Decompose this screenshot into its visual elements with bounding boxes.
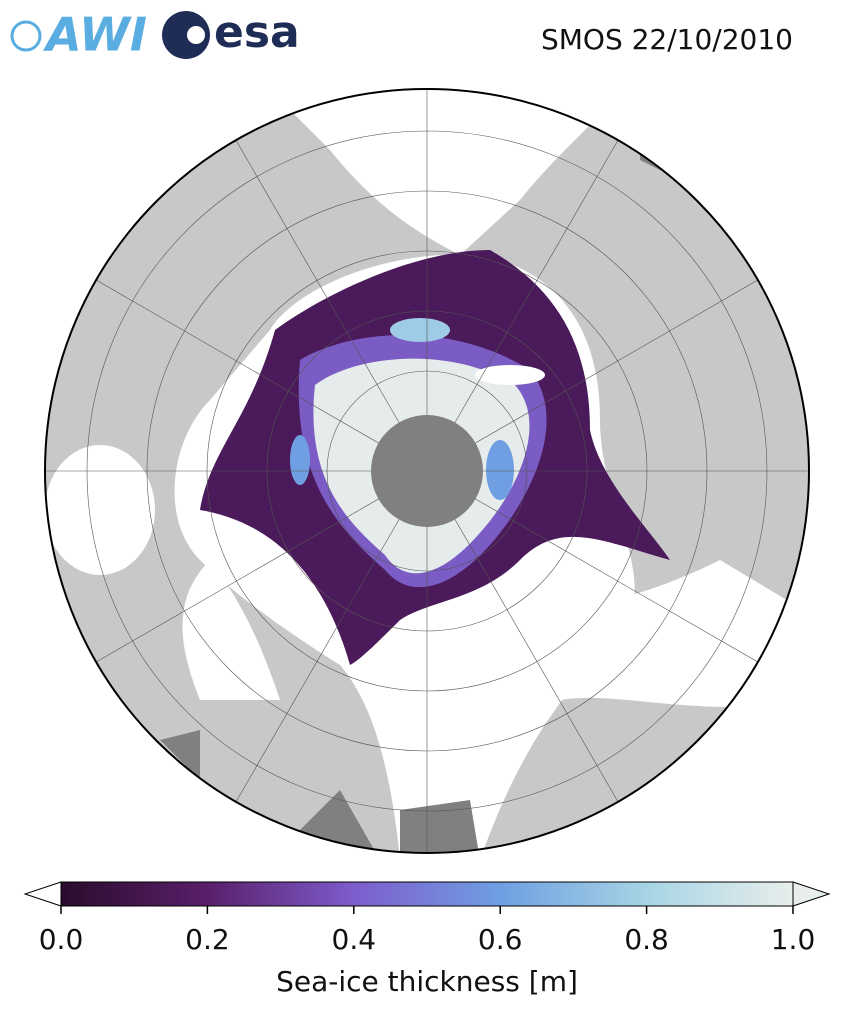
ocean [182,560,280,700]
logo-dot [187,26,205,44]
map-title: SMOS 22/10/2010 [541,23,793,56]
meridian [426,270,774,472]
no-data [160,730,480,853]
colorbar-extend-high [792,881,831,907]
graticule [45,89,809,853]
sea-ice-patch [290,435,310,485]
colorbar-tick-label: 0.6 [478,923,523,956]
colorbar-tick-label: 0.0 [39,923,84,956]
logo-text: esa [214,7,300,58]
ocean [45,445,155,575]
ocean [420,560,809,853]
meridian [426,470,774,672]
map-border [44,88,810,854]
colorbar-extend-low [23,881,62,907]
map [45,89,809,853]
colorbar-bar [60,881,794,907]
ocean [475,365,545,385]
sea-ice-patch [390,318,450,342]
colorbar-tick-label: 0.2 [185,923,230,956]
awi-logo: AWI [10,8,147,62]
meridian [80,270,428,472]
meridian [426,470,628,818]
sea-ice-patch [486,440,514,500]
colorbar-tick-label: 0.8 [624,923,669,956]
meridian [226,470,428,818]
colorbar-tick-label: 1.0 [771,923,816,956]
meridian [226,124,428,472]
colorbar [23,881,831,914]
colorbar-label: Sea-ice thickness [m] [276,965,578,998]
ocean [260,89,630,255]
logo-globe [162,11,210,59]
meridian [426,124,628,472]
logo-globe [10,20,42,52]
meridian [80,470,428,672]
logo-text: AWI [43,8,147,62]
esa-logo: esa [162,7,300,59]
colorbar-tick-label: 0.4 [332,923,377,956]
pole-hole [371,415,483,527]
